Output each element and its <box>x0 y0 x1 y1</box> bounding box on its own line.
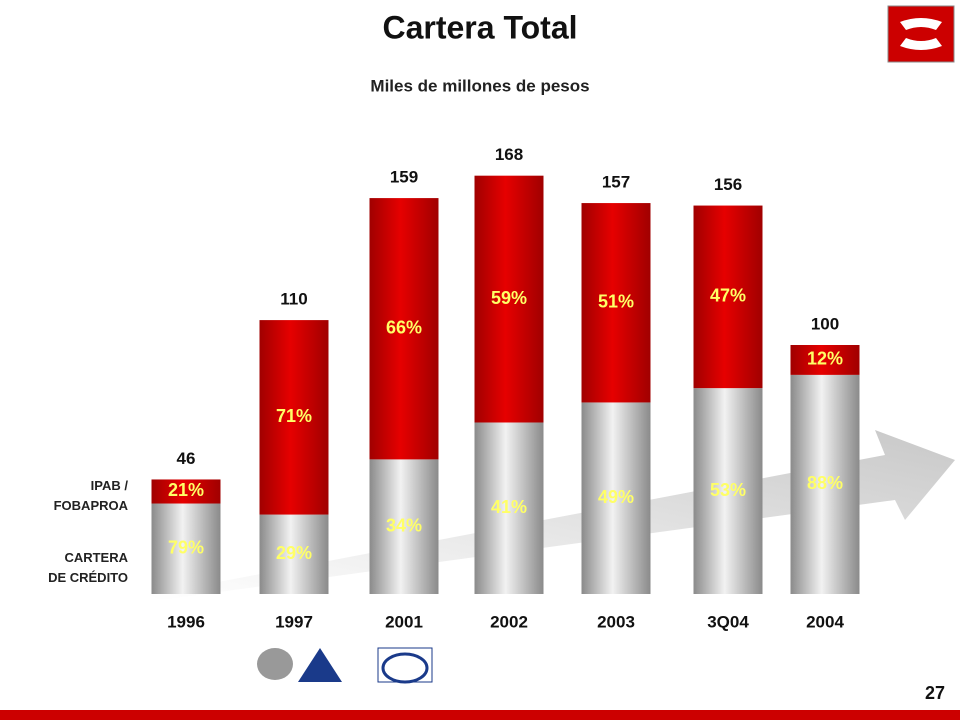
footer-bar <box>0 710 960 720</box>
value-label: 59% <box>491 288 527 308</box>
total-label: 46 <box>177 449 196 468</box>
value-label: 88% <box>807 473 843 493</box>
legend-label: IPAB / FOBAPROA <box>53 478 128 513</box>
bar-segment <box>369 459 439 594</box>
value-label: 12% <box>807 349 843 369</box>
value-label: 51% <box>598 292 634 312</box>
value-label: 34% <box>386 515 422 535</box>
chart-title: Cartera Total <box>382 9 577 45</box>
bar-segment <box>259 514 329 594</box>
total-label: 100 <box>811 314 839 333</box>
bar-segment <box>259 320 329 515</box>
value-label: 49% <box>598 487 634 507</box>
bar-segment <box>151 503 221 594</box>
bar-segment <box>581 203 651 403</box>
legend-label: CARTERA DE CRÉDITO <box>48 550 128 585</box>
bar-segment <box>790 345 860 375</box>
x-tick-label: 2003 <box>597 612 635 631</box>
x-tick-label: 1996 <box>167 612 205 631</box>
value-label: 71% <box>276 406 312 426</box>
bar-segment <box>474 175 544 423</box>
page-number: 27 <box>925 683 945 703</box>
value-label: 47% <box>710 286 746 306</box>
value-label: 79% <box>168 538 204 558</box>
logo <box>887 5 955 63</box>
value-label: 41% <box>491 497 527 517</box>
bar-segment <box>151 479 221 504</box>
total-label: 159 <box>390 168 418 187</box>
total-label: 110 <box>280 290 307 309</box>
value-label: 66% <box>386 317 422 337</box>
x-tick-label: 2004 <box>806 612 844 631</box>
value-label: 21% <box>168 480 204 500</box>
trend-arrow <box>150 430 955 600</box>
bar-segment <box>369 198 439 460</box>
x-tick-label: 3Q04 <box>707 612 749 631</box>
bar-segment <box>474 422 544 594</box>
value-label: 29% <box>276 543 312 563</box>
bar-segment <box>581 402 651 594</box>
chart-subtitle: Miles de millones de pesos <box>370 76 589 95</box>
bank-logos <box>257 647 433 684</box>
bar-segment <box>790 374 860 594</box>
total-label: 156 <box>714 175 742 194</box>
total-label: 157 <box>602 173 630 192</box>
bar-segment <box>693 205 763 389</box>
value-label: 53% <box>710 480 746 500</box>
x-tick-label: 1997 <box>275 612 313 631</box>
x-tick-label: 2002 <box>490 612 528 631</box>
bar-segment <box>693 388 763 594</box>
total-label: 168 <box>495 145 523 164</box>
x-tick-label: 2001 <box>385 612 423 631</box>
